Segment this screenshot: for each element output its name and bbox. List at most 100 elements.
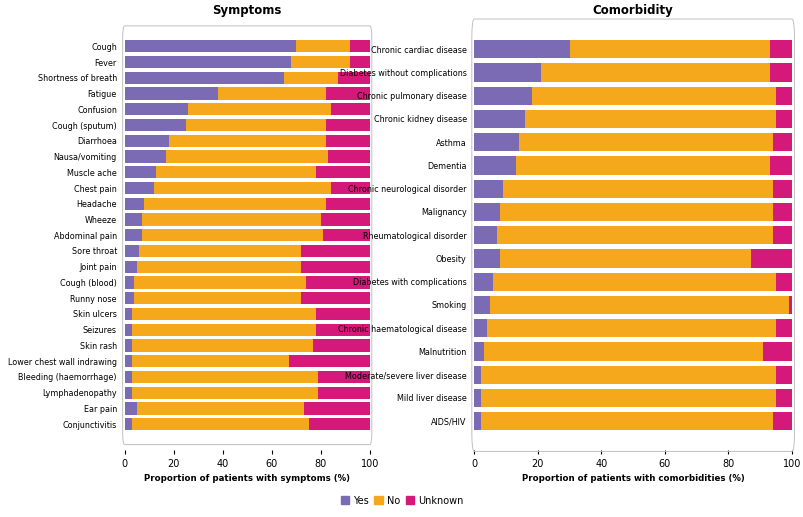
Bar: [134, 276, 306, 288]
Bar: [483, 342, 762, 360]
Bar: [330, 182, 369, 194]
Bar: [308, 418, 369, 430]
Bar: [474, 180, 503, 198]
Bar: [325, 134, 369, 147]
Bar: [350, 40, 369, 52]
Bar: [337, 72, 369, 84]
Bar: [768, 40, 791, 58]
Bar: [124, 40, 296, 52]
Bar: [493, 272, 775, 291]
Bar: [524, 110, 775, 128]
Bar: [316, 308, 369, 320]
Bar: [750, 249, 791, 268]
Bar: [132, 371, 318, 383]
Bar: [540, 64, 768, 82]
Bar: [291, 56, 350, 68]
Bar: [772, 133, 791, 151]
Bar: [474, 157, 515, 175]
Bar: [139, 245, 301, 257]
Bar: [318, 371, 369, 383]
Bar: [474, 366, 480, 384]
Bar: [788, 296, 791, 314]
X-axis label: Proportion of patients with symptoms (%): Proportion of patients with symptoms (%): [144, 475, 350, 483]
Bar: [323, 229, 369, 241]
Bar: [474, 110, 524, 128]
Bar: [496, 226, 772, 245]
Bar: [132, 308, 316, 320]
Bar: [768, 157, 791, 175]
Bar: [330, 103, 369, 115]
Bar: [775, 87, 791, 105]
Bar: [772, 226, 791, 245]
Bar: [304, 402, 369, 415]
Bar: [185, 119, 325, 131]
Bar: [137, 402, 304, 415]
Bar: [141, 214, 320, 225]
Bar: [325, 197, 369, 210]
Bar: [490, 296, 788, 314]
Bar: [775, 366, 791, 384]
Bar: [169, 134, 325, 147]
Bar: [531, 87, 775, 105]
Title: Comorbidity: Comorbidity: [592, 4, 673, 17]
Bar: [134, 292, 301, 305]
Bar: [154, 182, 330, 194]
Bar: [132, 324, 316, 336]
Bar: [137, 261, 301, 273]
Bar: [288, 355, 369, 367]
Bar: [124, 134, 169, 147]
Bar: [188, 103, 330, 115]
Bar: [306, 276, 369, 288]
Bar: [124, 355, 132, 367]
Bar: [499, 203, 772, 221]
Bar: [474, 412, 480, 430]
Bar: [124, 276, 134, 288]
Bar: [474, 226, 496, 245]
Bar: [124, 197, 144, 210]
Bar: [480, 412, 772, 430]
Bar: [775, 272, 791, 291]
Bar: [144, 197, 325, 210]
Bar: [325, 119, 369, 131]
Bar: [775, 110, 791, 128]
Bar: [124, 261, 137, 273]
Bar: [124, 387, 132, 399]
Bar: [132, 387, 318, 399]
Bar: [124, 182, 154, 194]
Bar: [762, 342, 791, 360]
Legend: Yes, No, Unknown: Yes, No, Unknown: [336, 492, 467, 510]
Bar: [124, 166, 157, 178]
Bar: [474, 203, 499, 221]
Bar: [218, 87, 325, 100]
Bar: [474, 272, 493, 291]
Bar: [480, 389, 775, 407]
X-axis label: Proportion of patients with comorbidities (%): Proportion of patients with comorbiditie…: [521, 475, 744, 483]
Bar: [515, 157, 768, 175]
Bar: [124, 292, 134, 305]
Bar: [124, 324, 132, 336]
Bar: [474, 87, 531, 105]
Bar: [301, 245, 369, 257]
Bar: [503, 180, 772, 198]
Bar: [166, 150, 328, 163]
Bar: [325, 87, 369, 100]
Bar: [775, 319, 791, 337]
Bar: [124, 56, 291, 68]
Bar: [124, 119, 185, 131]
Title: Symptoms: Symptoms: [212, 4, 282, 17]
Bar: [124, 150, 166, 163]
Bar: [316, 166, 369, 178]
Bar: [474, 296, 490, 314]
Bar: [569, 40, 768, 58]
Bar: [301, 292, 369, 305]
Bar: [350, 56, 369, 68]
Bar: [124, 72, 283, 84]
Bar: [474, 40, 569, 58]
Bar: [132, 355, 288, 367]
Bar: [474, 64, 540, 82]
Bar: [124, 87, 218, 100]
Bar: [772, 180, 791, 198]
Bar: [318, 387, 369, 399]
Bar: [132, 339, 313, 352]
Bar: [157, 166, 316, 178]
